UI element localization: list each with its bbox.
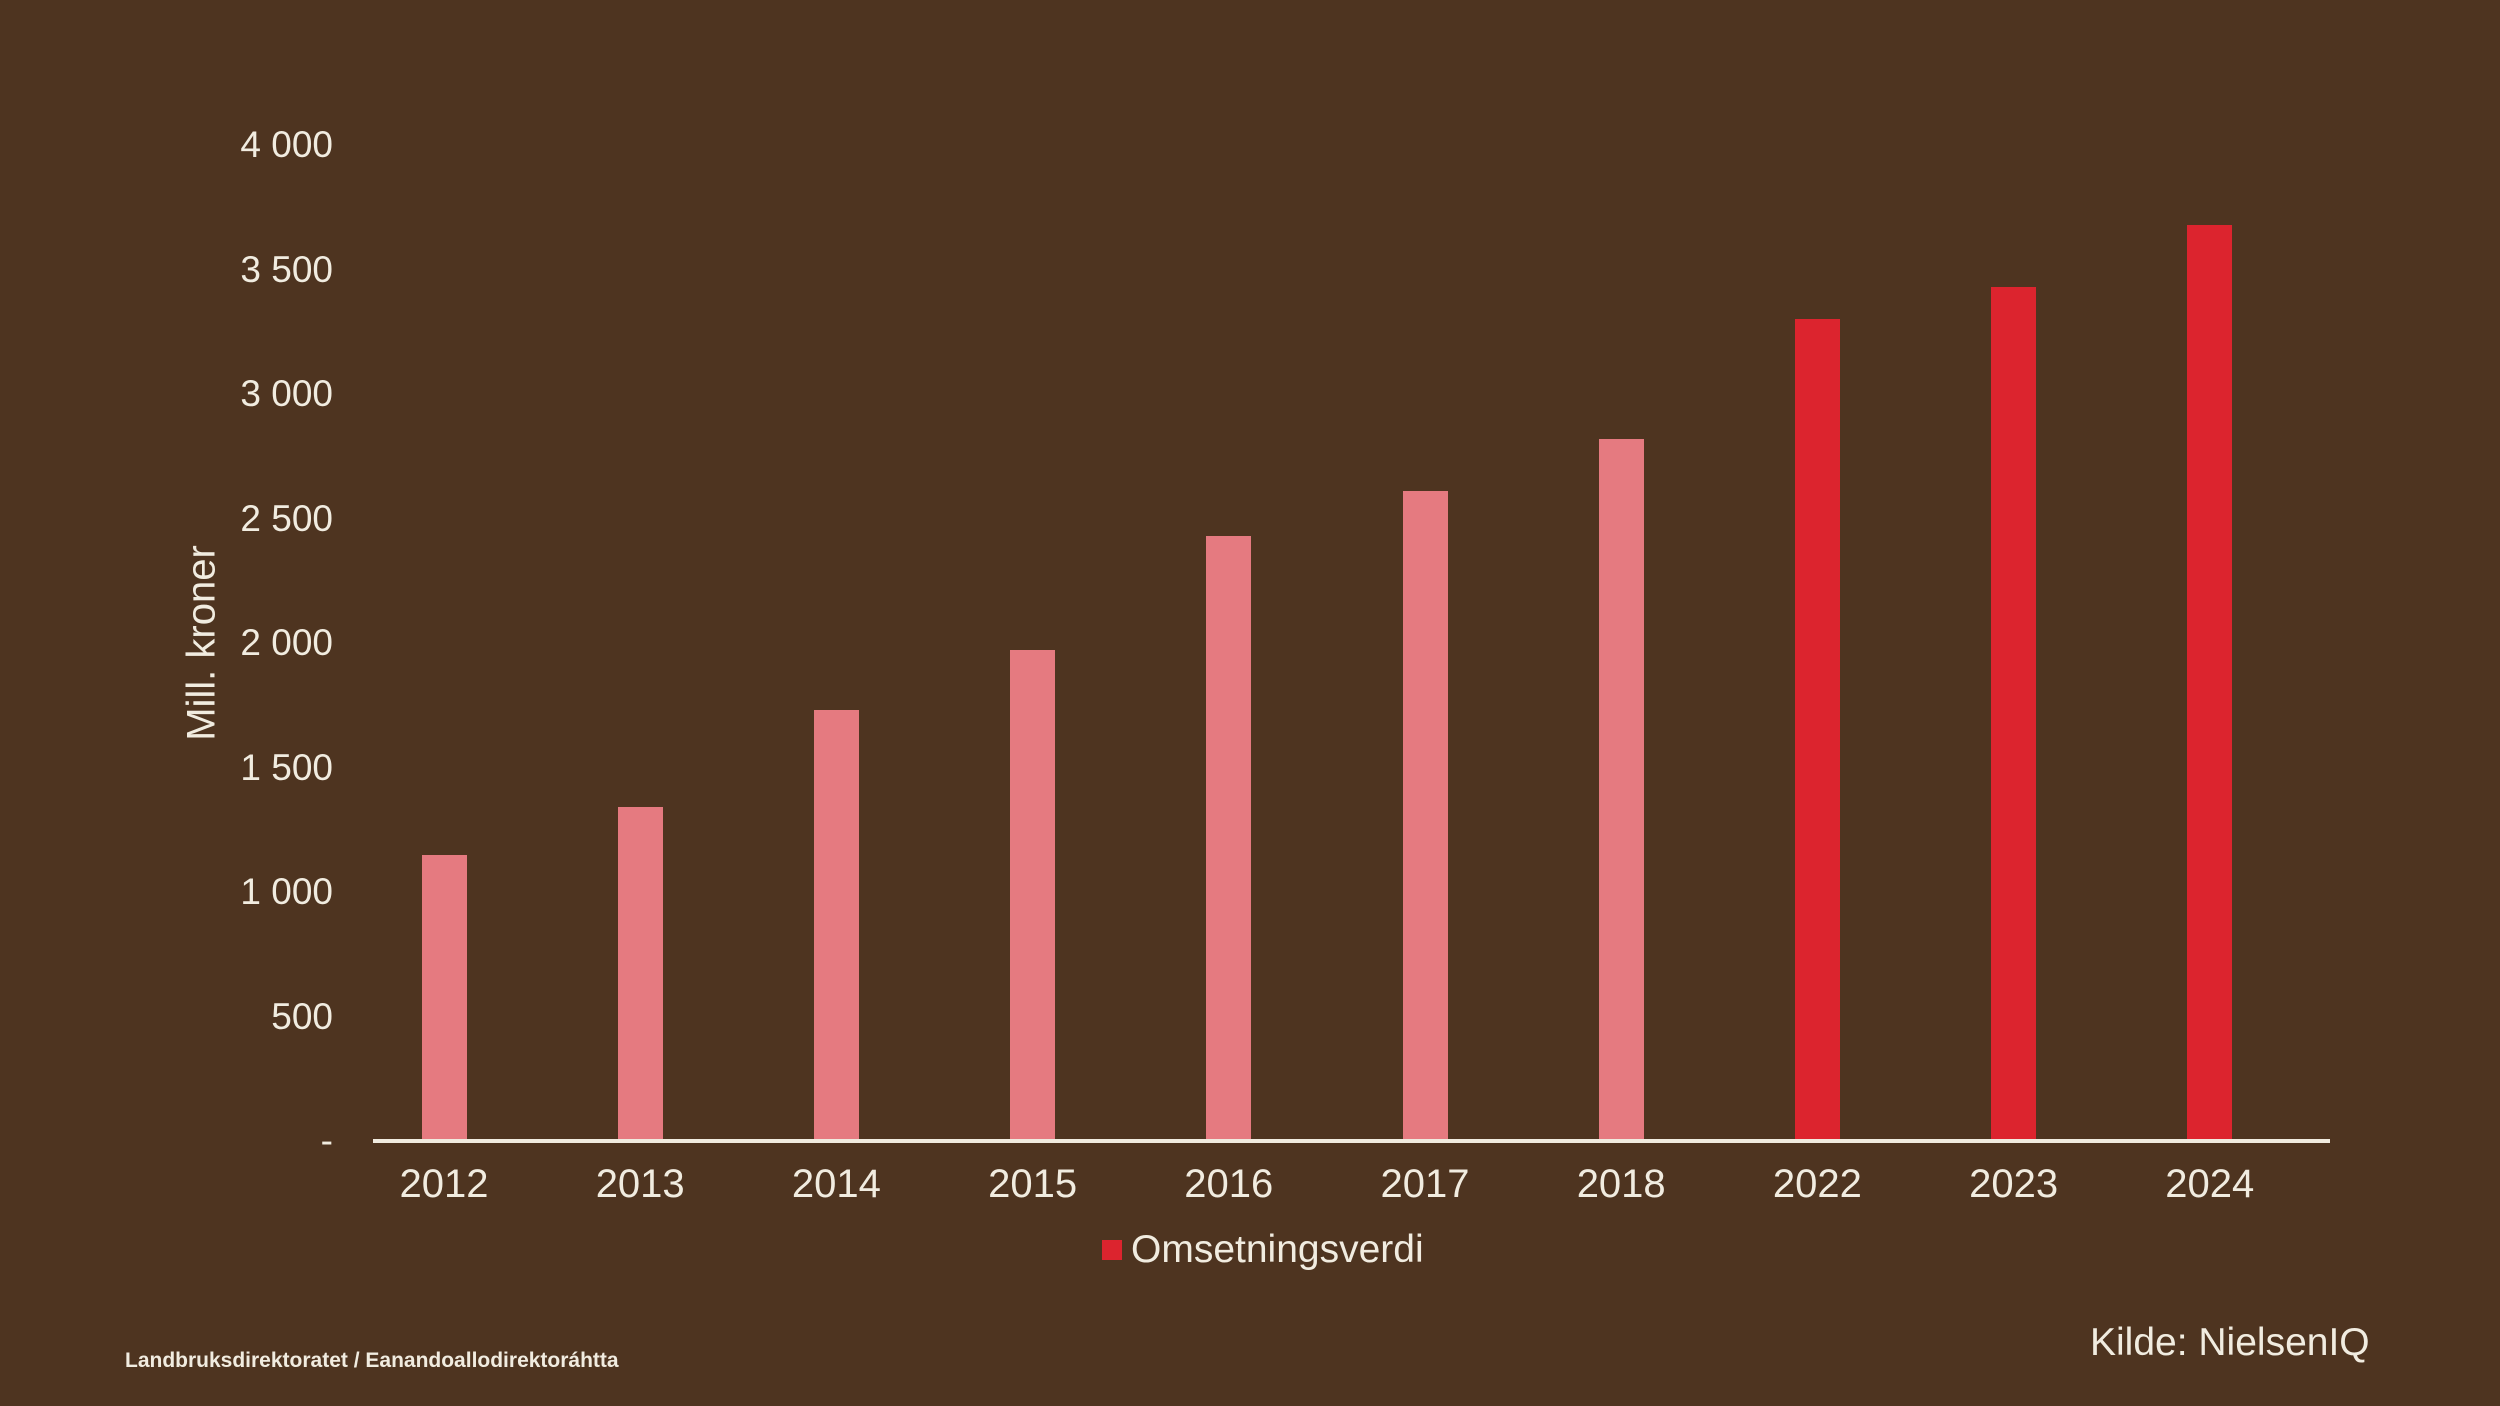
bar-2014 <box>813 710 859 1143</box>
x-axis-label-2016: 2016 <box>1184 1162 1274 1206</box>
y-tick-label-1000: 1 000 <box>240 871 333 912</box>
legend-marker-icon <box>1102 1240 1122 1260</box>
x-axis-label-2014: 2014 <box>791 1162 881 1206</box>
source-credit: Kilde: NielsenIQ <box>2090 1321 2370 1364</box>
y-tick-label-3000: 3 000 <box>240 373 333 414</box>
y-tick-label-0: - <box>320 1120 333 1161</box>
legend-label: Omsetningsverdi <box>1131 1228 1424 1271</box>
bar-2013 <box>617 807 663 1143</box>
y-tick-label-3500: 3 500 <box>240 248 333 290</box>
bar-2024 <box>2187 224 2233 1143</box>
x-axis-label-2013: 2013 <box>595 1162 685 1206</box>
bar-2016 <box>1206 535 1252 1143</box>
x-axis-label-2015: 2015 <box>988 1162 1078 1206</box>
y-tick-label-500: 500 <box>271 995 333 1037</box>
bar-2015 <box>1010 650 1056 1143</box>
bar-2022 <box>1794 319 1840 1143</box>
x-axis-label-2022: 2022 <box>1772 1162 1862 1206</box>
publisher-credit: Landbruksdirektoratet / Eanandoallodirek… <box>125 1349 619 1372</box>
y-tick-label-2000: 2 000 <box>240 622 333 663</box>
bar-2012 <box>421 854 467 1143</box>
y-tick-label-4000: 4 000 <box>240 124 333 165</box>
y-tick-label-2500: 2 500 <box>240 497 333 539</box>
bar-2023 <box>1991 286 2037 1143</box>
legend: Omsetningsverdi <box>1102 1228 1424 1272</box>
x-axis-label-2023: 2023 <box>1969 1162 2059 1206</box>
bar-2017 <box>1402 491 1448 1143</box>
x-axis-line <box>373 1139 2330 1143</box>
bar-2018 <box>1598 438 1644 1143</box>
y-tick-label-1500: 1 500 <box>240 746 333 788</box>
x-axis-label-2024: 2024 <box>2165 1162 2255 1206</box>
x-axis-label-2018: 2018 <box>1576 1162 1666 1206</box>
x-axis-label-2017: 2017 <box>1380 1162 1470 1206</box>
x-axis-label-2012: 2012 <box>399 1162 489 1206</box>
